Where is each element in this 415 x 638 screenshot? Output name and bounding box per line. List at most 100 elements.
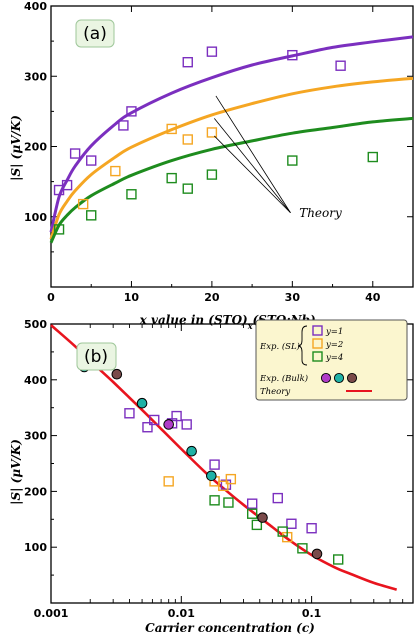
panel-a-y-tick-label: 200 (24, 141, 47, 154)
panel-a-data-point (86, 155, 97, 166)
panel-a-data-point (86, 210, 97, 221)
panel-a-data-point (166, 172, 177, 184)
panel-b-sl-point (297, 543, 308, 554)
legend-sl-label: Exp. (SL) (259, 341, 300, 352)
panel-a-x-tick-label: 10 (124, 291, 140, 304)
panel-b-sl-point (209, 495, 220, 506)
panel-a-x-tick-label: 40 (365, 291, 381, 304)
panel-a-x-tick-label: 30 (285, 291, 301, 304)
panel-a-y-axis-label: |S| (μV/K) (9, 115, 23, 181)
panel-a-data-point (206, 46, 218, 57)
panel-b-sl-point (223, 497, 234, 508)
panel-b-sl-point (246, 508, 258, 519)
panel-b-ticks: 0.001 0.01 0.1 100 200 300 400 500 (24, 318, 413, 620)
panel-b-sl-point (333, 554, 344, 565)
panel-a-data-point (182, 183, 193, 194)
panel-b-label-box: (b) (76, 342, 117, 371)
panel-b-bulk-point (257, 512, 268, 523)
panel-b-y-tick-label: 200 (24, 485, 47, 498)
panel-b-legend: Exp. (SL) y=1 y=2 y=4 Exp. (Bulk) Theory (255, 319, 408, 401)
panel-a-data-point (69, 148, 81, 159)
legend-bulk-label: Exp. (Bulk) (259, 373, 308, 384)
panel-a-data-point (77, 198, 89, 210)
legend-sl-entry-label: y=4 (325, 353, 343, 363)
panel-b-sl-point (142, 422, 153, 433)
panel-a-y-tick-label: 300 (24, 70, 47, 83)
panel-b-sl-point (171, 410, 182, 422)
panel-a-data-point (126, 189, 137, 200)
panel-b-x-tick-label: 0.01 (168, 607, 195, 620)
panel-b-bulk-point (311, 548, 323, 560)
panel-a-data-point (110, 165, 121, 177)
panel-b-bulk-point (136, 397, 148, 409)
legend-bulk-marker (346, 372, 358, 384)
panel-a-x-tick-label: 20 (204, 291, 220, 304)
panel-a: 0 10 20 30 40 100 200 300 400 Theory (a) |S| (μV… (9, 0, 414, 331)
panel-b-theory-line (50, 324, 398, 591)
panel-a-frame (50, 5, 414, 288)
panel-b-y-tick-label: 100 (24, 541, 47, 554)
panel-a-label-box: (a) (75, 19, 115, 48)
panel-b-sl-point (286, 518, 297, 529)
panel-b-bulk-point (186, 445, 197, 457)
panel-a-annotation-text: Theory (299, 206, 342, 220)
panel-a-theory-curve-2 (49, 76, 414, 240)
panel-a-data-point (61, 179, 73, 191)
panel-b-sl-point (124, 408, 135, 419)
panel-b-x-axis-label: Carrier concentration (c) (145, 621, 315, 635)
panel-b-y-tick-label: 400 (24, 374, 47, 387)
panel-a-data-point (287, 49, 298, 61)
legend-sl-marker (312, 325, 323, 336)
panel-b-sl-point (251, 519, 263, 531)
panel-b-bulk-point (206, 470, 217, 482)
panel-a-theory-curve-3 (49, 116, 414, 244)
panel-b-sl-point (246, 498, 258, 509)
panel-b-y-tick-label: 500 (24, 318, 47, 331)
panel-a-data-point (118, 120, 129, 131)
panel-a-data-point (182, 57, 193, 68)
legend-theory-label: Theory (260, 387, 290, 397)
panel-b-sl-point (163, 476, 174, 487)
panel-a-data-point (206, 169, 218, 180)
panel-b-sl-point (181, 419, 192, 430)
panel-a-data-point (335, 60, 346, 71)
panel-b-sl-point (277, 526, 288, 537)
panel-a-data-point (367, 151, 378, 163)
panel-b-label: (b) (84, 347, 108, 367)
panel-a-data-point (126, 106, 137, 117)
panel-b-y-axis-label: |S| (μV/K) (9, 439, 23, 505)
legend-sl-marker (312, 338, 323, 349)
legend-box (255, 319, 408, 401)
legend-sl-entry-label: y=1 (325, 327, 343, 337)
panel-a-data-point (166, 123, 177, 135)
legend-sl-entries: y=1 y=2 y=4 (312, 325, 343, 363)
panel-a-theory-curve-1 (49, 35, 414, 233)
panel-a-data-point (182, 134, 193, 145)
legend-brace (297, 325, 308, 366)
panel-a-ticks: 0 10 20 30 40 100 200 300 400 (24, 0, 413, 304)
panel-b-x-tick-label: 0.001 (34, 607, 69, 620)
panel-a-annotation-pointer (214, 135, 291, 214)
panel-a-label: (a) (83, 24, 107, 44)
panel-a-data-points (53, 46, 378, 235)
legend-sl-marker (312, 351, 323, 362)
panel-a-y-tick-label: 400 (24, 0, 47, 13)
legend-bulk-markers (320, 372, 358, 384)
legend-sl-entry-label: y=2 (325, 340, 343, 350)
panel-b-sl-point (149, 414, 160, 426)
panel-b-theory-curve (50, 324, 398, 591)
panel-a-data-point (53, 224, 65, 235)
panel-a-data-point (206, 127, 218, 138)
panel-b-sl-point (225, 473, 237, 485)
panel-b-sl-point (272, 492, 283, 504)
panel-a-annotation: Theory (213, 95, 342, 220)
panel-b-sl-point (306, 523, 317, 534)
panel-a-data-point (287, 155, 298, 166)
panel-b-bulk-point (163, 419, 174, 430)
panel-b-bulk-point (111, 368, 123, 380)
panel-b: 0.001 0.01 0.1 100 200 300 400 500 (b) |S| (μV/… (9, 318, 414, 635)
panel-b-y-tick-label: 300 (24, 430, 47, 443)
panel-a-y-tick-label: 100 (24, 211, 47, 224)
panel-a-x-tick-label: 0 (47, 291, 55, 304)
panel-b-sl-point (218, 480, 229, 492)
